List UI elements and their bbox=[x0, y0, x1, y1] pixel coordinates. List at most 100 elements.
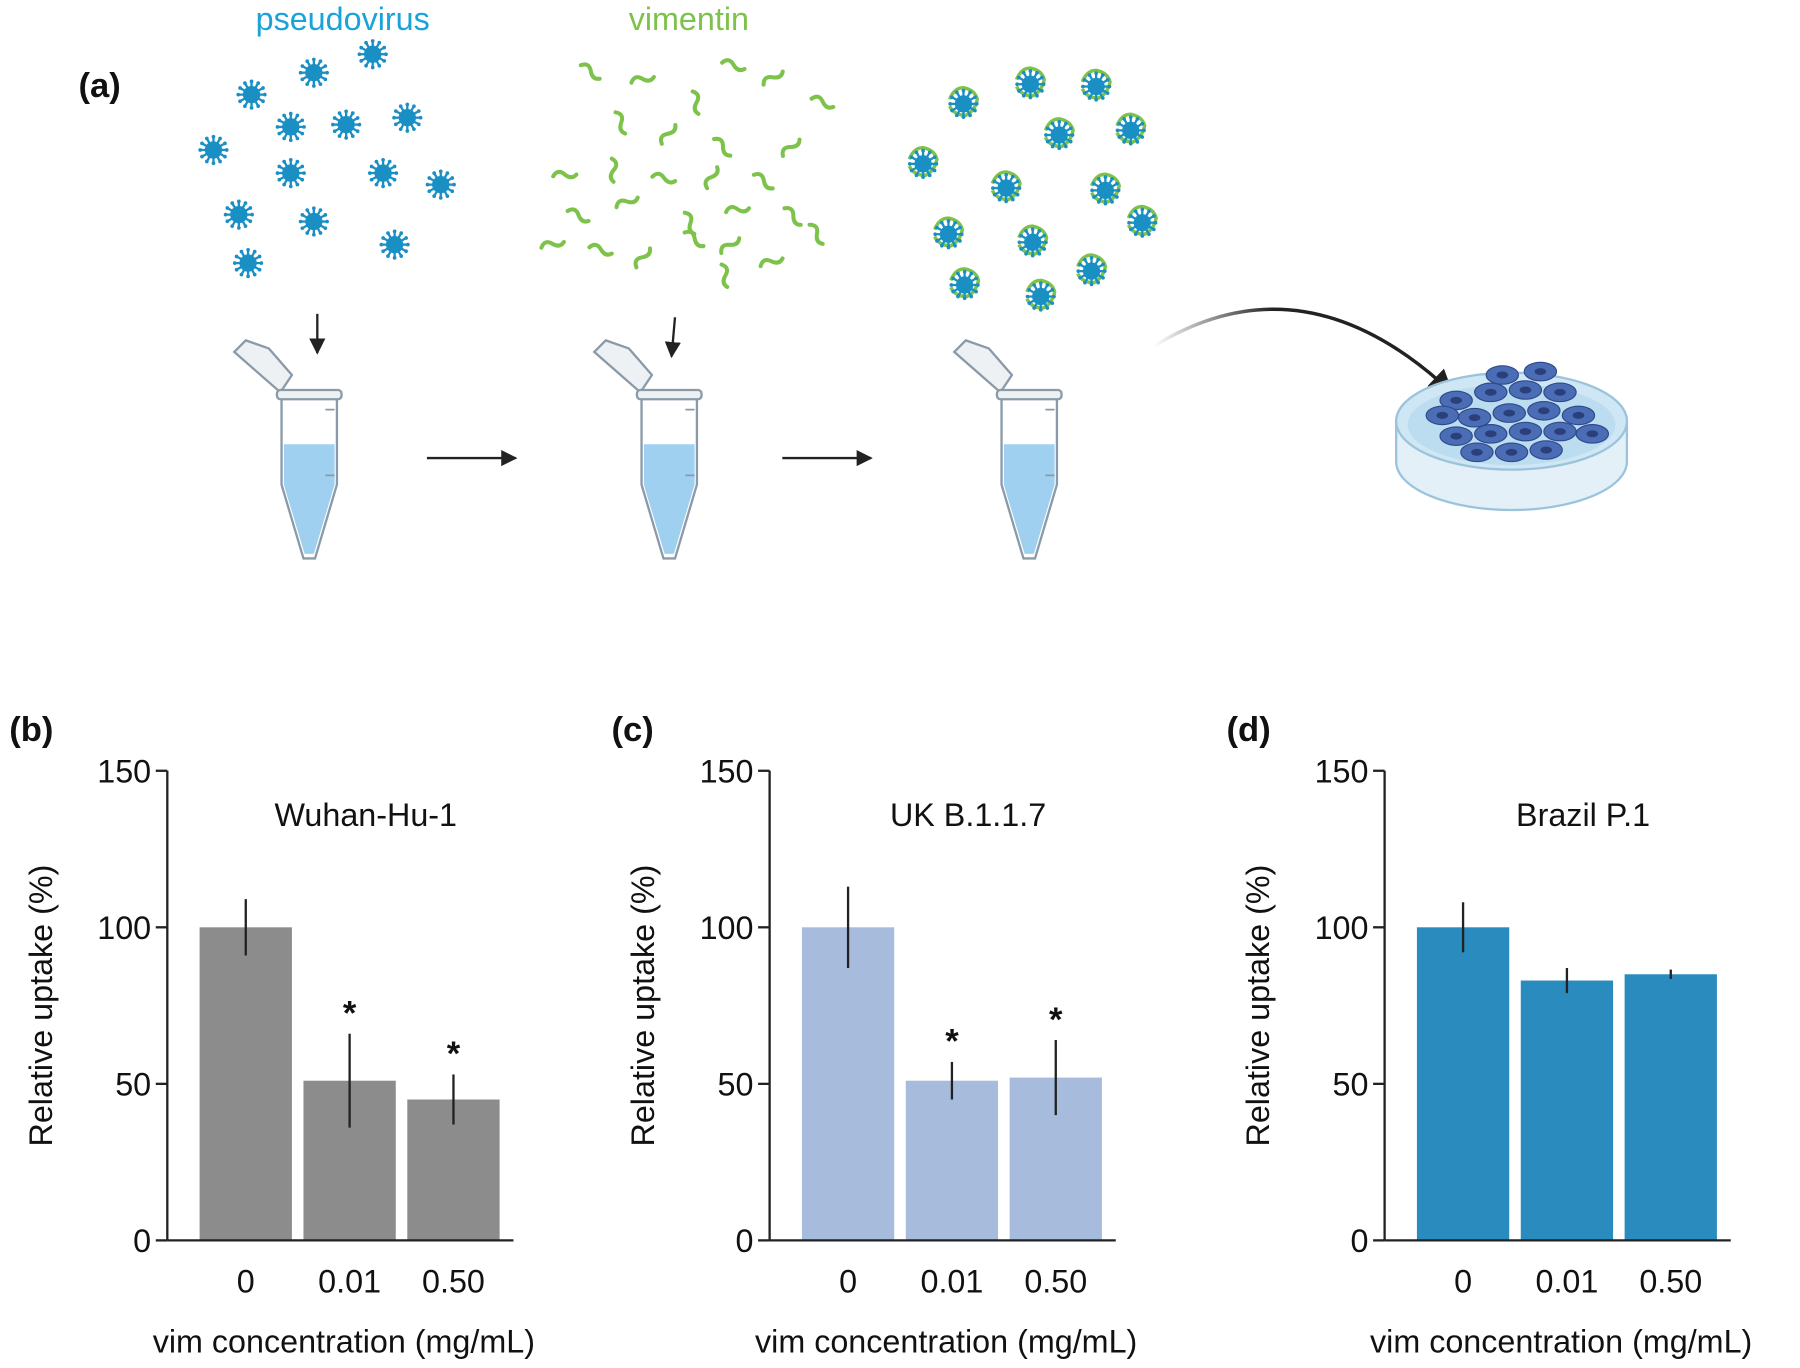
virus-body bbox=[337, 115, 355, 134]
spike-tip bbox=[211, 161, 216, 166]
significance-marker: * bbox=[1049, 1001, 1063, 1039]
tube-liquid bbox=[643, 444, 695, 554]
spike-tip bbox=[295, 113, 300, 118]
cell-nucleus bbox=[1519, 386, 1532, 394]
viruses bbox=[198, 39, 1158, 312]
spike-tip bbox=[973, 95, 977, 100]
vimentin-coat bbox=[948, 85, 980, 118]
spike-tip bbox=[1044, 240, 1048, 245]
spike-tip bbox=[318, 231, 323, 235]
vimentin-filament bbox=[758, 256, 785, 269]
virus-body bbox=[1024, 233, 1042, 251]
spike-tip bbox=[323, 213, 328, 217]
spike-tip bbox=[223, 141, 227, 146]
spike-tip bbox=[312, 84, 316, 88]
spike-tip bbox=[243, 224, 248, 228]
spike-tip bbox=[1070, 133, 1075, 137]
virus-body bbox=[1087, 77, 1105, 96]
tubes bbox=[232, 339, 1063, 560]
arrow bbox=[664, 317, 681, 359]
spike-tip bbox=[243, 104, 247, 108]
vimentin-filament bbox=[614, 195, 640, 210]
spike-tip bbox=[416, 109, 421, 113]
virus-body bbox=[1021, 75, 1040, 93]
spike-tip bbox=[238, 99, 242, 104]
spike-tip bbox=[1110, 177, 1114, 181]
spike-tip bbox=[223, 212, 228, 217]
spike-tip bbox=[392, 164, 397, 169]
spike-tip bbox=[1037, 251, 1042, 256]
x-tick-label: 0.01 bbox=[318, 1263, 381, 1299]
spike-tip bbox=[369, 177, 374, 182]
spike-tip bbox=[997, 174, 1002, 179]
virus-body bbox=[374, 164, 392, 182]
virus bbox=[275, 111, 306, 143]
spike-tip bbox=[962, 296, 967, 301]
spike-tip bbox=[325, 70, 329, 75]
spike-tip bbox=[1004, 172, 1008, 177]
spike-tip bbox=[305, 59, 310, 64]
spike-tip bbox=[1050, 121, 1055, 126]
spike-tip bbox=[1128, 214, 1133, 218]
virus-body bbox=[914, 155, 932, 173]
spike-tip bbox=[1064, 121, 1068, 126]
spike-tip bbox=[1068, 126, 1073, 131]
spike-tip bbox=[425, 182, 430, 187]
spike-tip bbox=[386, 254, 390, 258]
spike-tip bbox=[344, 109, 348, 114]
spike-tip bbox=[1087, 73, 1092, 77]
spike-tip bbox=[1128, 115, 1133, 119]
spike-tip bbox=[394, 171, 399, 175]
vimentin-coat bbox=[949, 267, 981, 299]
spike-tip bbox=[1045, 283, 1050, 287]
virus-body bbox=[1122, 121, 1140, 140]
spike-tip bbox=[1083, 280, 1087, 285]
spike-tip bbox=[934, 162, 939, 166]
spike-tip bbox=[1094, 71, 1098, 76]
vimentin-filament bbox=[565, 207, 591, 224]
spike-tip bbox=[230, 201, 235, 205]
spike-tip bbox=[218, 159, 222, 164]
vimentin-filament bbox=[724, 204, 752, 215]
spike-tip bbox=[933, 232, 938, 237]
vimentin-filament bbox=[690, 89, 701, 116]
spike-tip bbox=[1057, 119, 1062, 124]
spike-tip bbox=[438, 196, 443, 200]
x-tick-label: 0.50 bbox=[1024, 1263, 1087, 1299]
cell-nucleus bbox=[1519, 428, 1532, 435]
vimentin-coat bbox=[1076, 253, 1108, 285]
vimentin-filament bbox=[719, 262, 730, 289]
spike-tip bbox=[1050, 301, 1055, 306]
spike-tip bbox=[1024, 251, 1028, 256]
spike-tip bbox=[412, 104, 416, 109]
spike-tip bbox=[1027, 301, 1032, 306]
spike-tip bbox=[257, 254, 262, 259]
spike-tip bbox=[1096, 257, 1101, 262]
spike-tip bbox=[1153, 220, 1158, 225]
spike-tip bbox=[958, 239, 962, 243]
spike-tip bbox=[950, 108, 954, 113]
spike-tip bbox=[1102, 269, 1107, 274]
virus bbox=[949, 267, 981, 301]
cell-nucleus bbox=[1534, 368, 1547, 375]
spike-tip bbox=[377, 40, 382, 45]
vimentin-filament bbox=[703, 165, 720, 191]
virus-body bbox=[282, 118, 300, 136]
spike-tip bbox=[295, 159, 300, 164]
virus bbox=[298, 206, 329, 237]
y-tick-label: 100 bbox=[700, 910, 754, 946]
spike-tip bbox=[951, 289, 955, 294]
tube-lid bbox=[592, 339, 654, 395]
spike-tip bbox=[927, 173, 932, 178]
spike-tip bbox=[1050, 288, 1055, 292]
spike-tip bbox=[288, 184, 293, 189]
y-tick-label: 100 bbox=[1315, 910, 1369, 946]
spike-tip bbox=[305, 208, 310, 212]
spike-tip bbox=[953, 243, 957, 248]
vimentin-filament bbox=[782, 206, 803, 227]
vimentin-filament bbox=[578, 62, 602, 81]
spike-tip bbox=[381, 157, 385, 162]
spike-tip bbox=[1045, 306, 1050, 310]
vimentin-filament bbox=[613, 110, 628, 136]
